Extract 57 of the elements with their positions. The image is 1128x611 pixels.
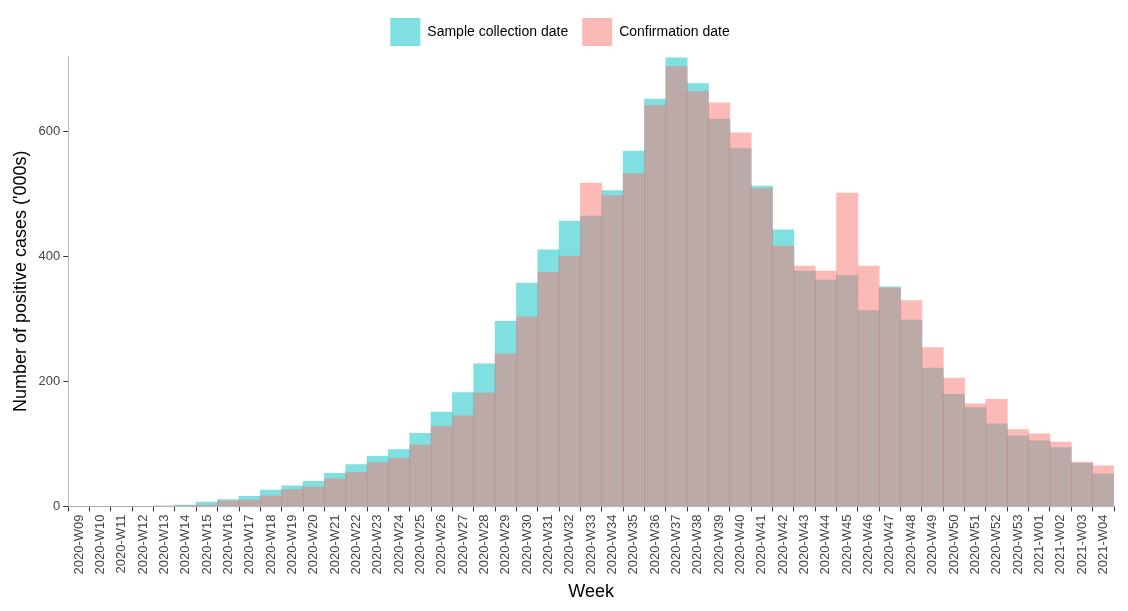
x-tick-label: 2020-W23 [369,514,385,575]
x-tick-label: 2020-W27 [454,514,470,575]
x-tick-label: 2021-W01 [1030,514,1046,575]
x-tick-label: 2020-W26 [433,514,449,575]
x-tick-label: 2020-W10 [91,514,107,575]
x-tick-label: 2020-W37 [668,514,684,575]
x-tick-label: 2020-W46 [860,514,876,575]
x-axis-title: Week [568,581,615,602]
x-tick-label: 2020-W18 [262,514,278,575]
x-tick-label: 2020-W29 [497,514,513,575]
x-tick-label: 2020-W51 [966,514,982,575]
x-tick-label: 2020-W53 [1009,514,1025,575]
x-tick-label: 2020-W17 [241,514,257,575]
x-tick-label: 2020-W24 [390,514,406,575]
x-tick-label: 2020-W19 [283,514,299,575]
x-tick-label: 2020-W09 [70,514,86,575]
x-tick-label: 2020-W13 [155,514,171,575]
y-tick-label: 400 [38,247,61,263]
x-tick-label: 2020-W41 [753,514,769,575]
legend-label: Sample collection date [427,22,569,39]
x-tick-label: 2020-W44 [817,514,833,575]
x-tick-label: 2020-W49 [924,514,940,575]
x-tick-label: 2020-W33 [582,514,598,575]
y-tick-label: 600 [38,122,61,138]
x-tick-label: 2020-W42 [774,514,790,575]
y-tick-label: 0 [53,498,61,513]
x-tick-label: 2020-W36 [646,514,662,575]
x-tick-label: 2020-W25 [411,514,427,575]
x-tick-label: 2020-W32 [561,514,577,575]
x-tick-label: 2020-W12 [134,514,150,575]
x-tick-label: 2020-W35 [625,514,641,575]
x-tick-label: 2020-W52 [988,514,1004,575]
x-tick-label: 2020-W34 [604,514,620,575]
x-tick-label: 2020-W14 [177,514,193,575]
x-tick-label: 2020-W21 [326,514,342,575]
x-tick-label: 2020-W28 [476,514,492,575]
x-tick-label: 2020-W45 [838,514,854,575]
x-tick-label: 2020-W43 [796,514,812,575]
legend-label: Confirmation date [619,22,730,39]
y-tick-label: 200 [38,372,61,388]
x-tick-label: 2021-W04 [1094,514,1110,575]
x-tick-label: 2020-W48 [902,514,918,575]
x-tick-label: 2020-W22 [347,514,363,575]
x-tick-label: 2020-W47 [881,514,897,575]
x-tick-label: 2020-W30 [518,514,534,575]
x-tick-label: 2020-W15 [198,514,214,575]
x-tick-label: 2020-W40 [732,514,748,575]
x-tick-label: 2020-W20 [305,514,321,575]
x-tick-label: 2020-W38 [689,514,705,575]
x-tick-label: 2020-W39 [710,514,726,575]
x-tick-label: 2021-W02 [1052,514,1068,575]
x-tick-label: 2020-W50 [945,514,961,575]
x-tick-label: 2020-W16 [219,514,235,575]
x-tick-label: 2020-W11 [113,514,129,574]
y-axis-title: Number of positive cases ('000s) [9,150,30,412]
x-tick-label: 2021-W03 [1073,514,1089,575]
x-tick-label: 2020-W31 [540,514,556,575]
